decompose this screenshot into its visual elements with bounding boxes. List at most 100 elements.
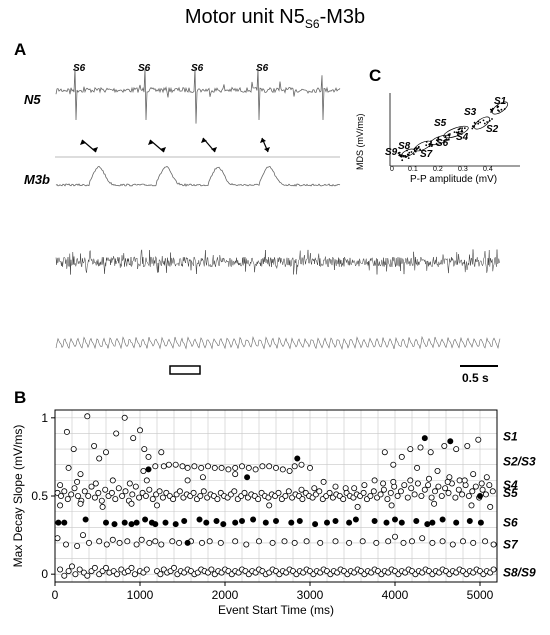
open-point-235 [169,538,176,545]
filled-point-46 [447,438,454,445]
open-point-305 [208,566,215,573]
open-point-256 [408,538,415,545]
open-point-26 [218,464,225,471]
open-point-223 [80,532,87,539]
open-point-152 [340,496,347,503]
open-point-180 [435,483,442,490]
open-point-72 [68,491,75,498]
panel-b-letter: B [14,388,27,407]
open-point-230 [133,541,140,548]
filled-point-32 [383,519,390,526]
filled-point-47 [476,493,483,500]
filled-point-33 [391,516,398,523]
open-point-133 [275,489,282,496]
open-point-285 [131,571,138,578]
open-point-18 [165,461,172,468]
cluster-point-95 [407,157,410,159]
cluster-label-s9: S9 [385,147,398,158]
open-point-182 [442,485,449,492]
open-point-148 [326,489,333,496]
open-point-168 [394,493,401,500]
open-point-145 [316,488,323,495]
cluster-label-s5: S5 [434,118,447,129]
open-point-196 [489,488,496,495]
filled-point-20 [238,518,245,525]
open-point-56 [417,444,424,451]
open-point-54 [398,453,405,460]
open-point-73 [71,485,78,492]
open-point-260 [449,541,456,548]
open-point-226 [103,541,110,548]
open-point-246 [291,539,298,546]
filled-point-16 [203,519,210,526]
open-point-227 [109,536,116,543]
open-point-169 [397,488,404,495]
open-point-94 [142,493,149,500]
open-point-12 [65,464,72,471]
open-point-36 [184,477,191,484]
open-point-216 [388,502,395,509]
cluster-point-55 [437,137,440,140]
time-scale-label: 0.5 s [462,371,489,385]
filled-point-1 [61,519,68,526]
open-point-6 [141,446,148,453]
open-point-288 [143,566,150,573]
open-point-221 [63,541,70,548]
cluster-point-19 [491,118,493,120]
open-point-186 [455,486,462,493]
open-point-172 [408,485,415,492]
open-point-108 [190,489,197,496]
open-point-63 [434,468,441,475]
spike-correlation-arrows [80,137,270,153]
c-xtick-0: 0 [390,166,394,173]
cluster-point-38 [457,128,460,131]
x-tick-3000: 3000 [297,588,324,602]
open-point-20 [179,463,186,470]
open-point-213 [153,502,160,509]
panel-a-traces [55,67,501,375]
open-point-219 [487,503,494,510]
open-point-115 [214,496,221,503]
long-trace-n5 [55,249,500,275]
open-point-21 [184,464,191,471]
open-point-206 [444,478,451,485]
cluster-point-94 [401,159,404,162]
cluster-point-53 [443,139,446,142]
open-point-61 [475,436,482,443]
spike-label-4: S6 [256,63,269,74]
open-point-244 [269,539,276,546]
open-point-66 [470,471,477,478]
open-point-49 [361,482,368,489]
filled-point-40 [466,518,473,525]
open-point-248 [317,539,324,546]
open-point-232 [146,539,153,546]
right-label-0: S1 [503,430,518,444]
open-point-11 [103,449,110,456]
open-point-51 [380,480,387,487]
open-point-178 [428,494,435,501]
filled-point-19 [232,519,239,526]
open-point-201 [126,480,133,487]
open-point-187 [459,491,466,498]
open-point-102 [170,496,177,503]
open-point-195 [486,482,493,489]
open-point-136 [285,488,292,495]
open-point-81 [98,497,105,504]
open-point-22 [191,463,198,470]
cluster-point-93 [404,155,407,157]
open-point-120 [231,488,238,495]
open-point-215 [354,503,361,510]
open-point-218 [468,502,475,509]
open-point-294 [170,564,177,571]
open-point-243 [255,538,262,545]
chart-ylabel: Max Decay Slope (mV/ms) [11,425,25,568]
open-point-52 [381,449,388,456]
open-point-174 [414,480,421,487]
open-point-161 [370,488,377,495]
open-point-251 [359,538,366,545]
figure-title-tail: -M3b [319,6,366,28]
cluster-label-s8: S8 [398,141,411,152]
open-point-277 [103,564,110,571]
filled-point-5 [121,519,128,526]
